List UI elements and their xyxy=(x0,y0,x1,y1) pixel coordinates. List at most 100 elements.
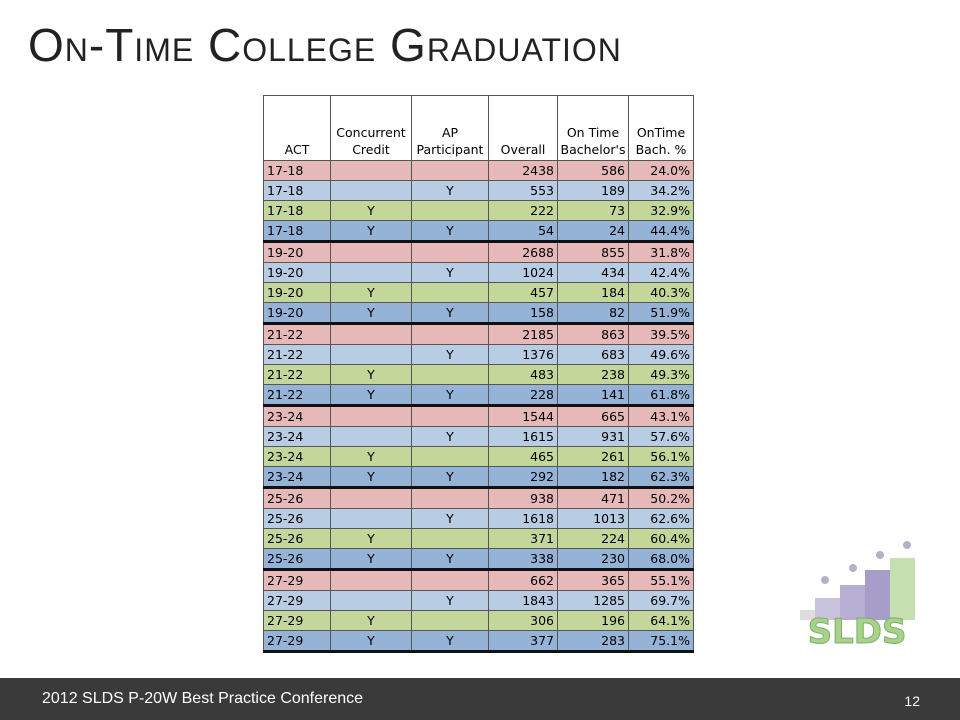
table-row: 19-20 2688 855 31.8% xyxy=(263,241,694,263)
table-cell: 1285 xyxy=(557,590,629,611)
table-cell: 56.1% xyxy=(628,446,694,467)
table-cell: Y xyxy=(411,630,489,653)
table-cell: 189 xyxy=(557,180,629,201)
table-cell xyxy=(411,528,489,549)
table-row: 27-29 Y Y 377 283 75.1% xyxy=(263,630,694,653)
page-number: 12 xyxy=(904,693,920,709)
table-cell: 62.6% xyxy=(628,508,694,529)
table-cell xyxy=(330,590,412,611)
table-cell: Y xyxy=(411,590,489,611)
logo-step xyxy=(890,558,915,620)
table-cell: 55.1% xyxy=(628,569,694,591)
table-cell xyxy=(411,200,489,221)
table-cell: 1544 xyxy=(488,405,558,427)
table-cell xyxy=(330,405,412,427)
table-row: 23-24 Y 1615 931 57.6% xyxy=(263,426,694,447)
table-cell: 61.8% xyxy=(628,384,694,407)
table-row: 19-20 Y 457 184 40.3% xyxy=(263,282,694,303)
table-row: 27-29 Y 306 196 64.1% xyxy=(263,610,694,631)
table-cell xyxy=(411,160,489,181)
table-cell: Y xyxy=(330,364,412,385)
table-cell: 23-24 xyxy=(263,446,331,467)
table-cell: 665 xyxy=(557,405,629,427)
logo-figure xyxy=(821,576,829,584)
table-row: 27-29 Y 1843 1285 69.7% xyxy=(263,590,694,611)
table-cell xyxy=(330,262,412,283)
table-row: 25-26 Y Y 338 230 68.0% xyxy=(263,548,694,571)
table-cell: 17-18 xyxy=(263,180,331,201)
table-cell: 24 xyxy=(557,220,629,243)
table-cell: 21-22 xyxy=(263,384,331,407)
table-cell: 68.0% xyxy=(628,548,694,571)
table-cell: 49.6% xyxy=(628,344,694,365)
table-cell xyxy=(330,569,412,591)
table-cell: 54 xyxy=(488,220,558,243)
table-cell: 51.9% xyxy=(628,302,694,325)
table-row: 17-18 Y Y 54 24 44.4% xyxy=(263,220,694,243)
table-row: 25-26 938 471 50.2% xyxy=(263,487,694,509)
table-cell: 371 xyxy=(488,528,558,549)
table-cell: Y xyxy=(411,384,489,407)
table-row: 21-22 Y 483 238 49.3% xyxy=(263,364,694,385)
table-cell: 283 xyxy=(557,630,629,653)
header-row: ACT Concurrent Credit AP Participant Overal… xyxy=(263,95,694,161)
table-cell: 483 xyxy=(488,364,558,385)
table-cell: 69.7% xyxy=(628,590,694,611)
table-cell: 365 xyxy=(557,569,629,591)
table-cell: 49.3% xyxy=(628,364,694,385)
table-cell xyxy=(411,405,489,427)
table-cell: Y xyxy=(411,180,489,201)
table-cell: Y xyxy=(411,262,489,283)
table-cell xyxy=(411,323,489,345)
table-cell: 75.1% xyxy=(628,630,694,653)
table-cell xyxy=(411,282,489,303)
table-cell: 64.1% xyxy=(628,610,694,631)
table-cell: 1013 xyxy=(557,508,629,529)
table-cell: Y xyxy=(330,220,412,243)
table-row: 17-18 Y 222 73 32.9% xyxy=(263,200,694,221)
table-cell: 17-18 xyxy=(263,200,331,221)
table-cell: 222 xyxy=(488,200,558,221)
column-header: On Time Bachelor's xyxy=(557,95,629,161)
table-cell: 23-24 xyxy=(263,426,331,447)
table-cell xyxy=(330,426,412,447)
table-cell: 25-26 xyxy=(263,528,331,549)
column-header: OnTime Bach. % xyxy=(628,95,694,161)
table-cell: Y xyxy=(330,610,412,631)
table-cell xyxy=(330,180,412,201)
table-cell: 21-22 xyxy=(263,364,331,385)
logo-figure xyxy=(849,564,857,572)
table-row: 23-24 Y Y 292 182 62.3% xyxy=(263,466,694,489)
logo-step xyxy=(865,570,890,620)
table-cell: 42.4% xyxy=(628,262,694,283)
table-cell: 34.2% xyxy=(628,180,694,201)
table-cell: 24.0% xyxy=(628,160,694,181)
logo-step xyxy=(840,585,865,620)
column-header: ACT xyxy=(263,95,331,161)
table-cell: 19-20 xyxy=(263,282,331,303)
table-cell: Y xyxy=(411,344,489,365)
table-cell: 230 xyxy=(557,548,629,571)
table-cell: 683 xyxy=(557,344,629,365)
table-cell xyxy=(330,160,412,181)
table-cell: 224 xyxy=(557,528,629,549)
table-row: 21-22 Y 1376 683 49.6% xyxy=(263,344,694,365)
table-cell: Y xyxy=(411,220,489,243)
table-cell: 182 xyxy=(557,466,629,489)
table-row: 19-20 Y Y 158 82 51.9% xyxy=(263,302,694,325)
table-cell: 73 xyxy=(557,200,629,221)
table-cell: 1615 xyxy=(488,426,558,447)
table-row: 27-29 662 365 55.1% xyxy=(263,569,694,591)
table-cell: 863 xyxy=(557,323,629,345)
table-cell: Y xyxy=(330,466,412,489)
table-cell: 292 xyxy=(488,466,558,489)
table-cell xyxy=(411,487,489,509)
table-cell: 62.3% xyxy=(628,466,694,489)
table-cell: 377 xyxy=(488,630,558,653)
table-cell: 2438 xyxy=(488,160,558,181)
column-header: AP Participant xyxy=(411,95,489,161)
footer-bar: 2012 SLDS P-20W Best Practice Conference… xyxy=(0,678,960,720)
table-cell: 21-22 xyxy=(263,344,331,365)
table-cell: Y xyxy=(411,508,489,529)
table-cell: 457 xyxy=(488,282,558,303)
